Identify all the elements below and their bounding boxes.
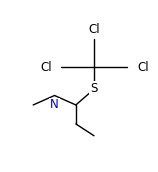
Text: Cl: Cl: [137, 61, 149, 74]
Text: S: S: [90, 82, 98, 95]
Text: N: N: [50, 98, 59, 111]
Text: Cl: Cl: [40, 61, 52, 74]
Text: Cl: Cl: [88, 23, 100, 36]
